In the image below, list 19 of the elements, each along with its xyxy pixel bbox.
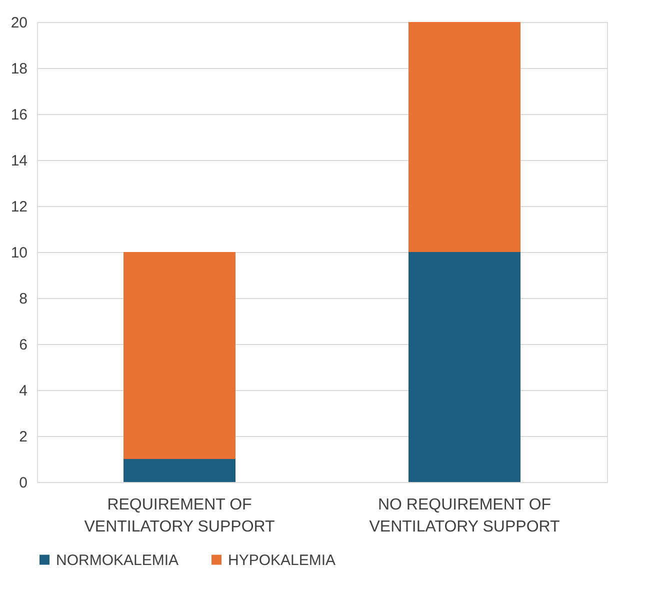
y-tick-label: 14 [10, 152, 28, 170]
bar [124, 459, 236, 482]
y-tick-label: 0 [19, 474, 28, 492]
bar [408, 252, 520, 482]
y-tick-label: 18 [10, 60, 28, 78]
y-tick-label: 6 [19, 336, 28, 354]
y-tick-label: 10 [10, 244, 28, 262]
y-tick-label: 2 [19, 428, 28, 446]
legend-label: HYPOKALEMIA [228, 552, 336, 569]
x-tick-label: REQUIREMENT OF VENTILATORY SUPPORT [84, 496, 276, 536]
y-tick-label: 8 [19, 290, 28, 308]
legend-label: NORMOKALEMIA [56, 552, 179, 569]
y-tick-label: 20 [10, 14, 28, 32]
x-tick-label: NO REQUIREMENT OF VENTILATORY SUPPORT [369, 496, 560, 536]
y-tick-label: 12 [10, 198, 28, 216]
bar [124, 252, 236, 459]
bar [408, 22, 520, 252]
y-tick-label: 4 [19, 382, 28, 400]
y-tick-label: 16 [10, 106, 28, 124]
